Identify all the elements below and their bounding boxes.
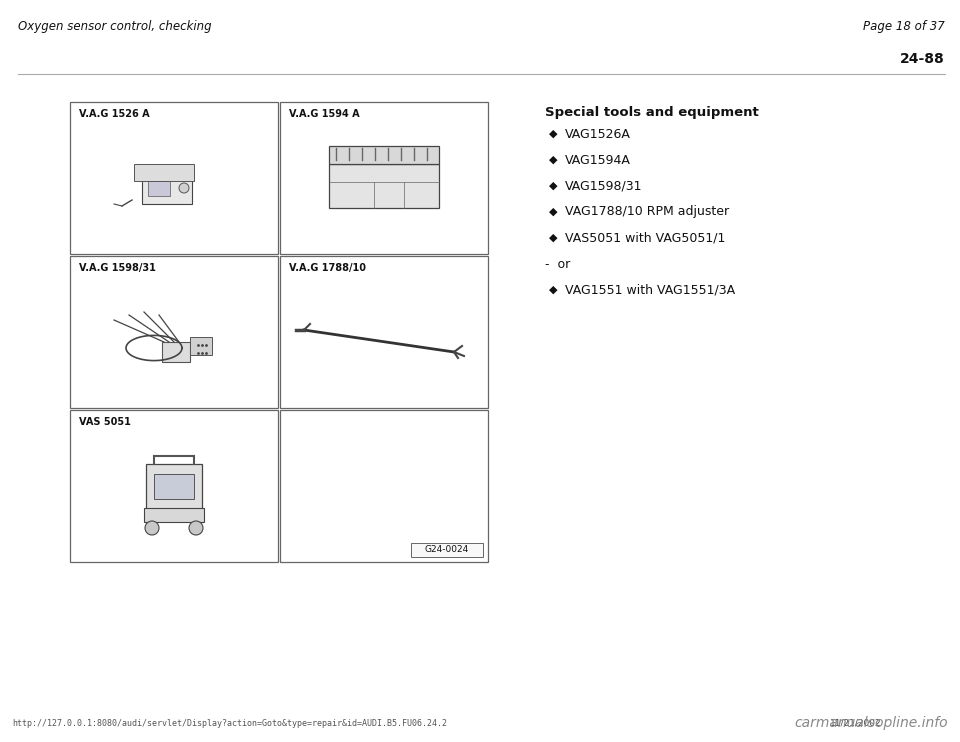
Text: VAG1788/10 RPM adjuster: VAG1788/10 RPM adjuster <box>565 206 730 218</box>
Text: Page 18 of 37: Page 18 of 37 <box>863 20 945 33</box>
Bar <box>70 410 278 562</box>
Bar <box>148 178 170 196</box>
Text: -  or: - or <box>545 257 570 271</box>
Bar <box>162 342 190 362</box>
Text: VAS 5051: VAS 5051 <box>79 417 131 427</box>
Bar <box>70 256 278 408</box>
Text: 11/21/2002: 11/21/2002 <box>830 719 881 728</box>
Text: VAS5051 with VAG5051/1: VAS5051 with VAG5051/1 <box>565 232 726 245</box>
Text: VAG1594A: VAG1594A <box>565 154 631 166</box>
Text: 24-88: 24-88 <box>900 52 945 66</box>
Text: ◆: ◆ <box>549 181 558 191</box>
Bar <box>280 256 488 408</box>
Text: V.A.G 1594 A: V.A.G 1594 A <box>289 109 360 119</box>
Text: ◆: ◆ <box>549 233 558 243</box>
Text: Oxygen sensor control, checking: Oxygen sensor control, checking <box>18 20 211 33</box>
Bar <box>329 164 439 208</box>
Bar <box>142 168 192 204</box>
Bar <box>280 410 488 562</box>
Polygon shape <box>134 164 194 181</box>
Text: ◆: ◆ <box>549 207 558 217</box>
Circle shape <box>189 521 203 535</box>
Bar <box>154 474 194 499</box>
Bar <box>146 464 202 509</box>
Text: carmanualsopline.info: carmanualsopline.info <box>794 716 948 730</box>
Text: V.A.G 1788/10: V.A.G 1788/10 <box>289 263 366 273</box>
Text: V.A.G 1598/31: V.A.G 1598/31 <box>79 263 156 273</box>
Text: VAG1526A: VAG1526A <box>565 128 631 140</box>
Circle shape <box>145 521 159 535</box>
Text: ◆: ◆ <box>549 155 558 165</box>
Text: V.A.G 1526 A: V.A.G 1526 A <box>79 109 150 119</box>
Bar <box>280 102 488 254</box>
Bar <box>70 102 278 254</box>
Bar <box>190 337 212 355</box>
Text: VAG1551 with VAG1551/3A: VAG1551 with VAG1551/3A <box>565 283 735 297</box>
Polygon shape <box>329 146 439 164</box>
Text: ◆: ◆ <box>549 285 558 295</box>
Text: Special tools and equipment: Special tools and equipment <box>545 106 758 119</box>
Text: ◆: ◆ <box>549 129 558 139</box>
Bar <box>144 508 204 522</box>
Bar <box>411 543 483 557</box>
Circle shape <box>179 183 189 193</box>
Text: VAG1598/31: VAG1598/31 <box>565 180 642 192</box>
Text: http://127.0.0.1:8080/audi/servlet/Display?action=Goto&type=repair&id=AUDI.B5.FU: http://127.0.0.1:8080/audi/servlet/Displ… <box>12 719 447 728</box>
Text: G24-0024: G24-0024 <box>425 545 469 554</box>
